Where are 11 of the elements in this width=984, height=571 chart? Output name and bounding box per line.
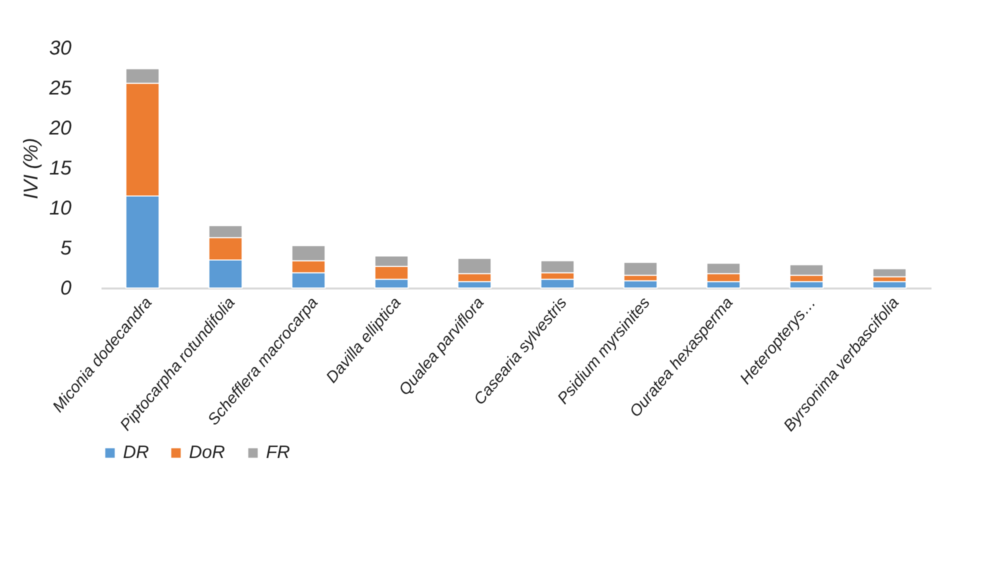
y-tick-label: 5	[60, 238, 72, 260]
y-tick-label: 15	[49, 158, 72, 180]
y-tick-label: 0	[60, 278, 72, 300]
legend-label: DR	[123, 442, 149, 462]
y-tick-label: 25	[48, 78, 72, 100]
y-tick-label: 20	[48, 118, 72, 140]
legend-label: DoR	[189, 442, 226, 462]
y-axis-title: IVI (%)	[20, 138, 42, 200]
legend-label: FR	[266, 442, 290, 462]
y-tick-label: 10	[49, 198, 72, 220]
y-tick-label: 30	[49, 38, 72, 60]
